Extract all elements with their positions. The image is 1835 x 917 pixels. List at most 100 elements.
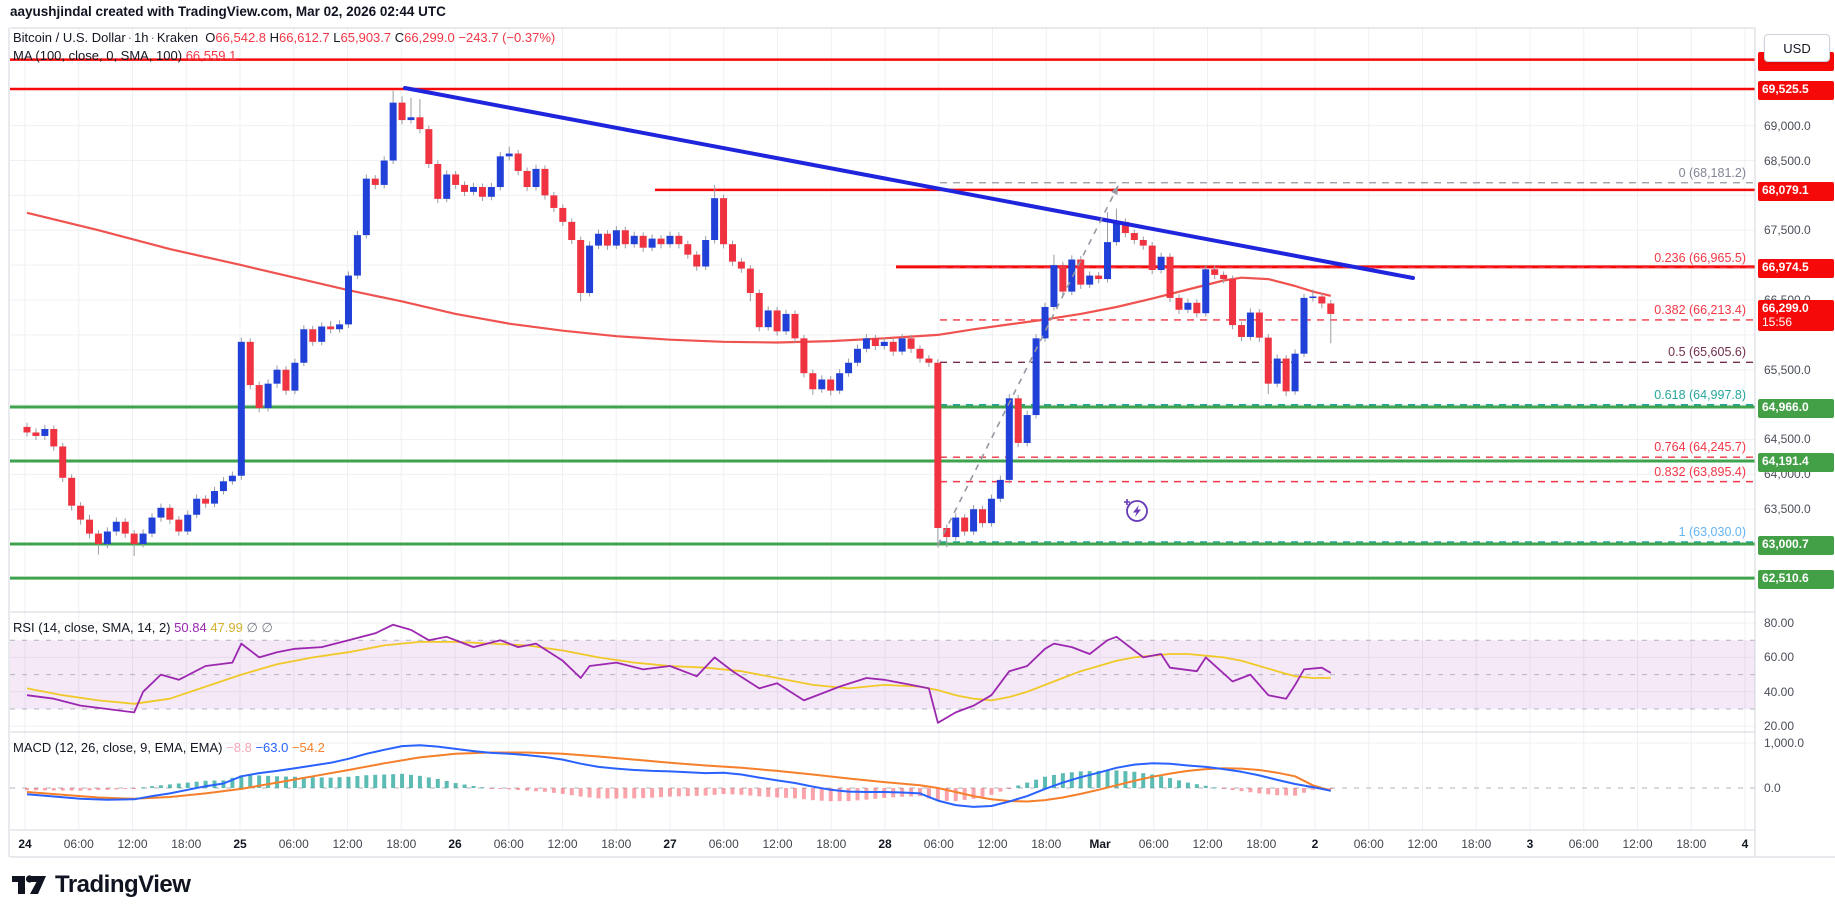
candle-up (1246, 312, 1254, 337)
macd-histogram-bar (516, 788, 521, 791)
macd-histogram-bar (391, 774, 396, 788)
time-axis-label[interactable]: 18:00 (1461, 837, 1492, 851)
time-axis-label[interactable]: 12:00 (1407, 837, 1438, 851)
time-axis-label[interactable]: 2 (1311, 837, 1319, 851)
open-label: O (205, 30, 216, 45)
time-axis-label[interactable]: Mar (1089, 837, 1111, 851)
candle-up (112, 521, 120, 532)
candle-down (166, 507, 174, 520)
candle-up (764, 310, 772, 328)
rsi-legend[interactable]: RSI (14, close, SMA, 14, 2) 50.84 47.99 … (13, 620, 273, 636)
candle-down (809, 373, 817, 390)
macd-histogram-bar (132, 788, 137, 789)
time-axis-label[interactable]: 06:00 (1138, 837, 1169, 851)
candle-up (1157, 256, 1165, 270)
rsi-band (10, 640, 1755, 709)
candle-down (1237, 325, 1245, 337)
ma-legend[interactable]: MA (100, close, 0, SMA, 100) 66,559.1 (13, 48, 236, 63)
high-label: H (269, 30, 280, 45)
time-axis-label[interactable]: 25 (233, 837, 247, 851)
candle-up (389, 102, 397, 161)
macd-histogram-bar (1087, 771, 1092, 788)
interval-label: 1h (134, 30, 149, 45)
time-axis-label[interactable]: 18:00 (601, 837, 632, 851)
rsi-ma-value: 47.99 (210, 620, 243, 635)
time-axis-label[interactable]: 18:00 (1246, 837, 1277, 851)
macd-histogram-bar (569, 788, 574, 796)
fib-level-label: 0.618 (64,997.8) (1654, 387, 1746, 402)
candle-down (121, 521, 129, 534)
macd-histogram-bar (51, 788, 56, 791)
time-axis-label[interactable]: 3 (1526, 837, 1534, 851)
time-axis-label[interactable]: 06:00 (493, 837, 524, 851)
macd-histogram-bar (355, 775, 360, 788)
currency-units-button[interactable]: USD (1764, 34, 1830, 62)
macd-histogram-bar (283, 776, 288, 788)
countdown-timer: 15:56 (1762, 315, 1793, 329)
rsi-empty-1: ∅ (246, 620, 258, 635)
time-axis-label[interactable]: 18:00 (1031, 837, 1062, 851)
candle-down (77, 505, 85, 520)
macd-histogram-bar (918, 788, 922, 797)
time-axis-label[interactable]: 28 (878, 837, 892, 851)
macd-histogram-bar (123, 788, 128, 789)
macd-histogram-bar (980, 788, 985, 797)
candle-down (916, 348, 924, 359)
candle-up (1032, 338, 1040, 416)
time-axis-label[interactable]: 12:00 (977, 837, 1008, 851)
price-tag-green-value: 64,966.0 (1762, 399, 1809, 414)
macd-histogram-bar (203, 780, 208, 788)
candle-up (711, 198, 719, 241)
time-axis-label[interactable]: 06:00 (278, 837, 309, 851)
time-axis-label[interactable]: 12:00 (762, 837, 793, 851)
candle-down (737, 261, 745, 269)
time-axis-label[interactable]: 12:00 (1192, 837, 1223, 851)
time-axis-label[interactable]: 18:00 (171, 837, 202, 851)
candle-down (32, 432, 40, 436)
candle-up (41, 428, 49, 436)
candle-down (434, 164, 442, 199)
symbol-legend[interactable]: Bitcoin / U.S. Dollar · 1h · Kraken O66,542.… (13, 30, 556, 45)
time-axis-label[interactable]: 12:00 (547, 837, 578, 851)
time-axis-label[interactable]: 18:00 (386, 837, 417, 851)
candle-up (1050, 265, 1058, 307)
macd-histogram-bar (1060, 773, 1065, 788)
macd-histogram-bar (498, 788, 503, 789)
macd-signal-value: −54.2 (291, 740, 325, 755)
macd-histogram-bar (721, 788, 726, 795)
candle-down (1220, 274, 1228, 280)
time-axis-label[interactable]: 06:00 (708, 837, 739, 851)
macd-legend[interactable]: MACD (12, 26, close, 9, EMA, EMA) −8.8 −… (13, 740, 325, 755)
time-axis-label[interactable]: 06:00 (1568, 837, 1599, 851)
macd-histogram-bar (408, 774, 413, 788)
time-axis-label[interactable]: 4 (1741, 837, 1749, 851)
macd-histogram-bar (435, 779, 440, 788)
tradingview-logo-icon (12, 875, 46, 894)
candle-down (621, 230, 629, 245)
time-axis-label[interactable]: 12:00 (332, 837, 363, 851)
time-axis-label[interactable]: 06:00 (923, 837, 954, 851)
time-axis-label[interactable]: 18:00 (1676, 837, 1707, 851)
macd-histogram-bar (739, 788, 744, 795)
tradingview-logo[interactable]: TradingView (12, 869, 191, 901)
macd-histogram-bar (1123, 771, 1128, 788)
macd-histogram-bar (935, 788, 940, 801)
time-axis-label[interactable]: 12:00 (117, 837, 148, 851)
candle-down (827, 379, 835, 391)
rsi-axis-label: 60.00 (1764, 650, 1795, 665)
close-value: 66,299.0 (404, 30, 455, 45)
macd-histogram-bar (632, 788, 637, 799)
time-axis-label[interactable]: 12:00 (1622, 837, 1653, 851)
macd-histogram-bar (864, 788, 869, 800)
candle-up (228, 475, 236, 482)
time-axis-label[interactable]: 18:00 (816, 837, 847, 851)
price-axis-label: 67,500.0 (1764, 223, 1811, 238)
time-axis-label[interactable]: 06:00 (1353, 837, 1384, 851)
time-axis-label[interactable]: 26 (448, 837, 462, 851)
candle-up (666, 235, 674, 245)
macd-histogram-bar (471, 785, 476, 788)
time-axis-label[interactable]: 06:00 (63, 837, 94, 851)
time-axis-label[interactable]: 27 (663, 837, 677, 851)
time-axis-label[interactable]: 24 (18, 837, 32, 851)
